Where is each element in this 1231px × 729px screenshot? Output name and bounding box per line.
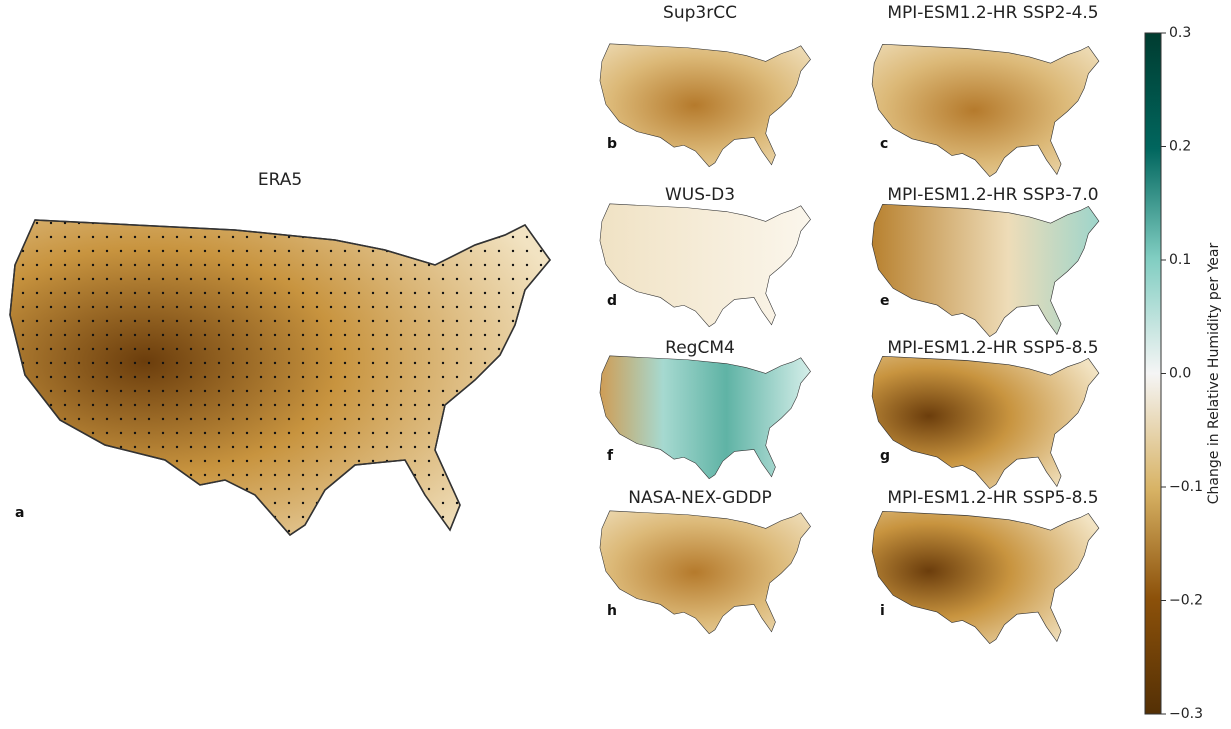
us-map	[872, 44, 1099, 176]
us-map	[600, 356, 811, 479]
panel-title: MPI-ESM1.2-HR SSP2-4.5	[887, 3, 1098, 23]
panel-letter: c	[880, 136, 888, 152]
panel-letter: a	[15, 505, 24, 521]
panel-letter: d	[607, 293, 617, 309]
panel-title: MPI-ESM1.2-HR SSP5-8.5	[887, 338, 1098, 358]
colorbar-label: Change in Relative Humidity per Year	[1206, 243, 1222, 505]
panel-letter: h	[607, 603, 617, 619]
colorbar-tick-label: −0.3	[1169, 706, 1203, 722]
panel-title: MPI-ESM1.2-HR SSP5-8.5	[887, 488, 1098, 508]
us-map	[600, 44, 811, 167]
us-map	[600, 204, 811, 327]
colorbar-tick-label: 0.1	[1169, 252, 1191, 268]
panel-title: MPI-ESM1.2-HR SSP3-7.0	[887, 185, 1098, 205]
significance-stipple	[10, 220, 550, 535]
panel-letter: g	[880, 448, 890, 464]
colorbar-tick-label: −0.2	[1169, 593, 1203, 609]
panel-title: ERA5	[258, 170, 302, 190]
colorbar	[1145, 33, 1161, 714]
panel-title: NASA-NEX-GDDP	[628, 488, 771, 508]
figure: ERA5 a Sup3rCC b MPI-ESM1.2-HR SSP2-4.5 c WUS-…	[0, 0, 1231, 729]
us-map	[600, 511, 811, 634]
colorbar-tick-label: 0.0	[1169, 366, 1191, 382]
us-map	[872, 356, 1099, 488]
colorbar-tick-label: 0.3	[1169, 25, 1191, 41]
panel-title: Sup3rCC	[663, 3, 737, 23]
panel-letter: f	[607, 448, 614, 464]
panel-letter: e	[880, 293, 890, 309]
panel-letter: b	[607, 136, 617, 152]
us-map	[872, 204, 1099, 336]
colorbar-tick-label: 0.2	[1169, 139, 1191, 155]
panel-title: WUS-D3	[665, 185, 735, 205]
us-map	[872, 511, 1099, 643]
panel-letter: i	[880, 603, 885, 619]
panel-title: RegCM4	[665, 338, 735, 358]
colorbar-tick-label: −0.1	[1169, 479, 1203, 495]
